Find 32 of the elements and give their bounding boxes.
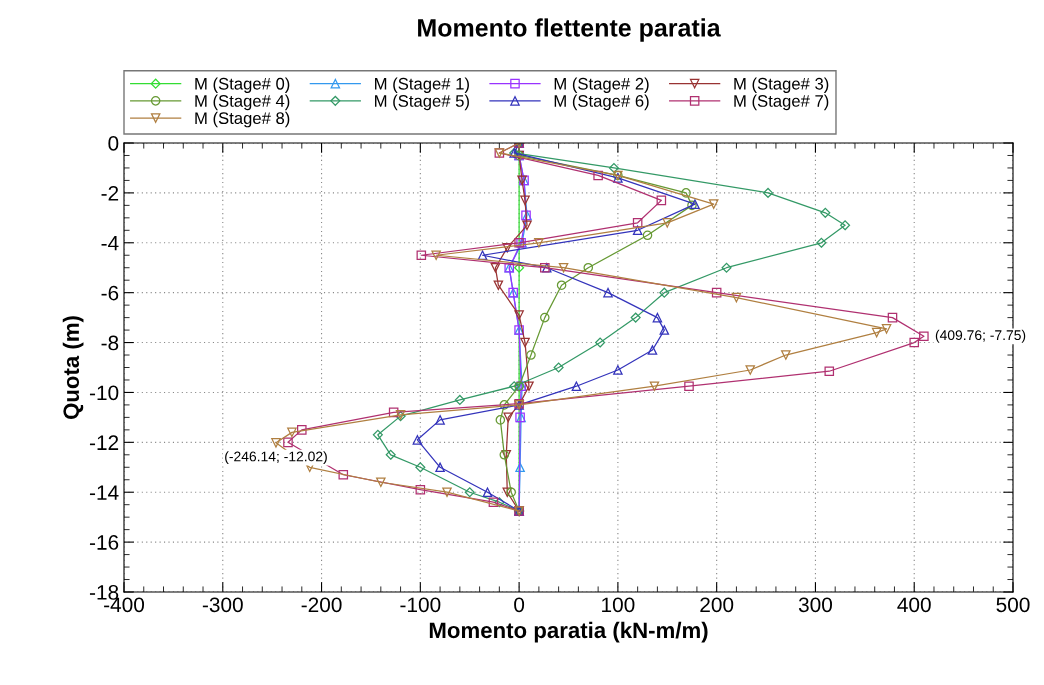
y-tick-label: -16 <box>89 535 119 550</box>
legend-label: M (Stage# 6) <box>554 94 649 111</box>
y-tick-label: -10 <box>89 385 119 401</box>
legend-label: M (Stage# 2) <box>554 77 649 93</box>
legend-label: M (Stage# 3) <box>734 77 829 93</box>
legend-label: M (Stage# 8) <box>195 111 290 128</box>
legend-label: M (Stage# 0) <box>195 77 290 93</box>
x-tick-label: 0 <box>514 597 525 613</box>
y-tick-label: -12 <box>89 435 119 450</box>
x-tick-label: -100 <box>400 597 441 613</box>
legend-label: M (Stage# 1) <box>375 77 469 93</box>
legend-label: M (Stage# 4) <box>195 94 290 111</box>
y-tick-label: 0 <box>108 136 119 151</box>
x-tick-label: 500 <box>996 597 1030 613</box>
x-tick-label: -300 <box>202 597 243 613</box>
x-tick-label: 300 <box>798 597 833 613</box>
y-tick-label: -6 <box>101 285 119 301</box>
x-tick-label: 200 <box>700 597 734 613</box>
y-tick-label: -4 <box>101 235 119 251</box>
annotation: (-246.14; -12.02) <box>225 451 327 465</box>
x-tick-label: 100 <box>602 597 635 613</box>
y-tick-label: -14 <box>89 485 119 500</box>
y-tick-label: -8 <box>101 335 119 351</box>
annotation: (409.76; -7.75) <box>935 329 1026 343</box>
legend-label: M (Stage# 7) <box>734 94 829 111</box>
x-tick-label: 400 <box>897 597 931 613</box>
legend-label: M (Stage# 5) <box>375 94 469 111</box>
x-axis-title: Momento paratia (kN-m/m) <box>429 621 708 643</box>
x-tick-label: -200 <box>301 597 342 613</box>
chart-title: Momento flettente paratia <box>418 18 721 42</box>
y-axis-title: Quota (m) <box>62 316 84 420</box>
y-tick-label: -2 <box>101 185 119 201</box>
